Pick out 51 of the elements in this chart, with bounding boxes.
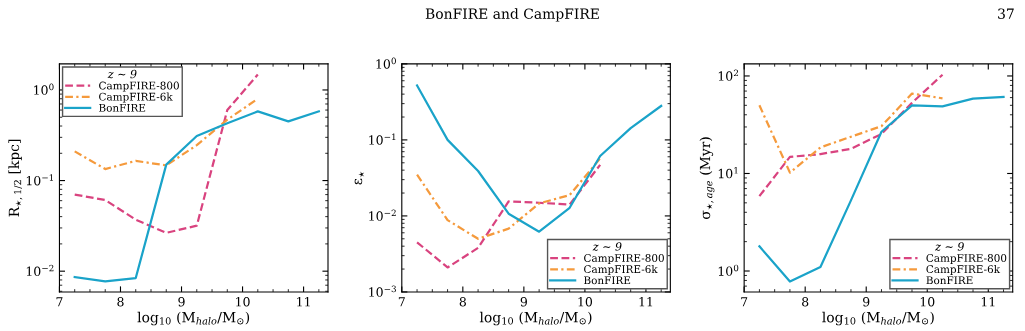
x-tick-label: 9 (178, 297, 185, 307)
legend-label: CampFIRE-6k (926, 265, 1001, 276)
x-tick-label: 7 (398, 297, 405, 307)
y-tick-label: 10$^{−2}$ (26, 264, 54, 277)
y-axis-title: ε$_{⋆}$ (354, 171, 365, 185)
x-tick-label: 11 (297, 297, 310, 307)
legend-label: BonFIRE (99, 103, 146, 112)
legend-title: z ∼ 9 (592, 242, 622, 251)
line-series (758, 73, 944, 198)
x-tick-label: 10 (236, 297, 250, 307)
line-series (415, 84, 663, 233)
x-tick-label: 11 (981, 297, 995, 307)
line-series (415, 157, 602, 240)
legend-title: z ∼ 9 (934, 242, 964, 251)
legend-label: CampFIRE-800 (99, 81, 179, 92)
x-axis-title: log$_{10}$ (M$_{halo}$/M$_{⊙}$) (137, 311, 250, 326)
y-tick-label: 10$^{−3}$ (369, 285, 396, 297)
x-tick-label: 7 (56, 297, 63, 307)
y-tick-label: 10$^{−2}$ (369, 209, 396, 221)
legend-label: BonFIRE (926, 276, 973, 285)
x-axis-title: log$_{10}$ (M$_{halo}$/M$_{⊙}$) (822, 311, 934, 326)
x-tick-label: 10 (920, 297, 935, 307)
x-tick-label: 9 (863, 297, 870, 307)
y-axis-title: R$_{⋆,1/2}$ [kpc] (8, 139, 23, 217)
line-series (758, 95, 1005, 283)
line-series (73, 110, 320, 283)
text: 37 (998, 8, 1014, 19)
legend-label: CampFIRE-800 (926, 254, 1007, 264)
x-axis-title: log$_{10}$ (M$_{halo}$/M$_{⊙}$) (479, 311, 592, 326)
y-tick-label: 10$^{−1}$ (369, 133, 396, 145)
x-tick-label: 9 (520, 297, 527, 307)
legend-label: BonFIRE (584, 276, 631, 285)
legend-label: CampFIRE-6k (584, 265, 658, 276)
x-tick-label: 8 (802, 297, 809, 307)
legend-title: z ∼ 9 (107, 69, 137, 79)
x-tick-label: 8 (117, 297, 124, 307)
legend-label: CampFIRE-800 (584, 254, 664, 264)
line-series (758, 92, 944, 174)
text: BonFIRE and CampFIRE (425, 8, 599, 22)
x-tick-label: 8 (459, 297, 466, 307)
x-tick-label: 7 (741, 297, 748, 307)
y-axis-title: σ$_{⋆,age}$ (Myr) (699, 137, 715, 219)
legend-label: CampFIRE-6k (99, 92, 173, 103)
y-tick-label: 10$^{0}$ (34, 83, 54, 95)
y-tick-label: 10$^{1}$ (718, 167, 738, 179)
x-tick-label: 10 (578, 297, 593, 307)
y-tick-label: 10$^{0}$ (376, 57, 396, 69)
x-tick-label: 11 (639, 297, 653, 307)
y-tick-label: 10$^{2}$ (718, 69, 739, 81)
y-tick-label: 10$^{0}$ (718, 264, 739, 276)
y-tick-label: 10$^{−1}$ (26, 174, 54, 186)
